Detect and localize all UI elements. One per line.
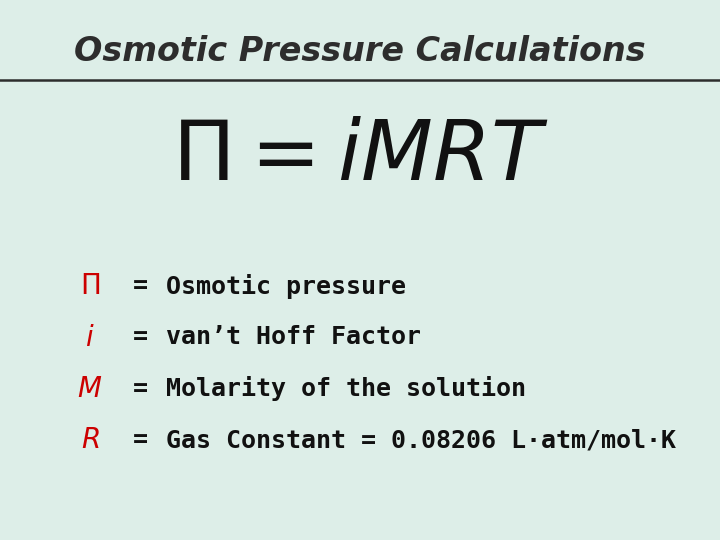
Text: van’t Hoff Factor: van’t Hoff Factor xyxy=(166,326,420,349)
Text: $R$: $R$ xyxy=(81,426,99,454)
Text: Gas Constant = 0.08206 L·atm/mol·K: Gas Constant = 0.08206 L·atm/mol·K xyxy=(166,428,675,452)
Text: $M$: $M$ xyxy=(77,375,103,403)
Text: =: = xyxy=(133,326,148,349)
Text: Molarity of the solution: Molarity of the solution xyxy=(166,376,526,401)
Text: $i$: $i$ xyxy=(85,323,95,352)
Text: Osmotic pressure: Osmotic pressure xyxy=(166,274,405,299)
Text: =: = xyxy=(133,274,148,298)
Text: =: = xyxy=(133,428,148,452)
Text: $\Pi$: $\Pi$ xyxy=(80,272,100,300)
Text: Osmotic Pressure Calculations: Osmotic Pressure Calculations xyxy=(74,35,646,68)
Text: =: = xyxy=(133,377,148,401)
Text: $\Pi = iMRT$: $\Pi = iMRT$ xyxy=(172,116,548,197)
